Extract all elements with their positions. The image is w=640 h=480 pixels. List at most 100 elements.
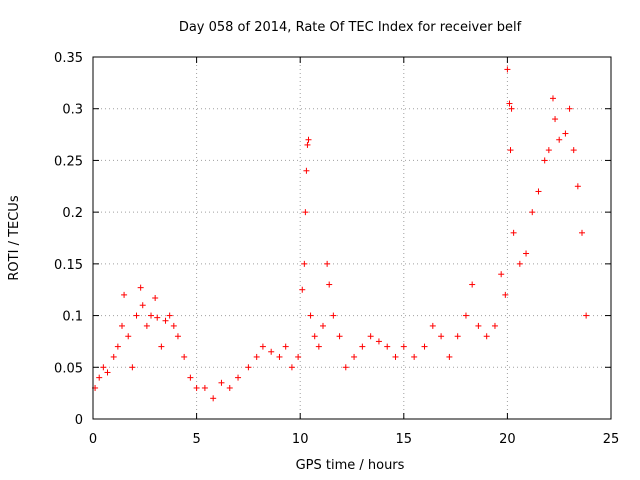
- data-point: [152, 294, 159, 301]
- data-point: [210, 395, 217, 402]
- data-point: [133, 312, 140, 319]
- data-point: [235, 374, 242, 381]
- data-point: [148, 312, 155, 319]
- x-tick-label: 15: [396, 432, 413, 447]
- data-point: [299, 286, 306, 293]
- grid-lines: [93, 57, 611, 419]
- chart-title: Day 058 of 2014, Rate Of TEC Index for r…: [179, 20, 522, 35]
- data-point: [506, 100, 513, 107]
- data-point: [315, 343, 322, 350]
- data-point: [96, 374, 103, 381]
- data-point: [301, 260, 308, 267]
- y-tick-label: 0.2: [62, 206, 83, 221]
- y-axis: 0 0.05 0.1 0.15 0.2 0.25 0.3 0.35: [54, 51, 611, 428]
- data-point: [552, 116, 559, 123]
- data-point: [562, 130, 569, 137]
- y-tick-label: 0.1: [62, 310, 83, 325]
- data-point: [400, 343, 407, 350]
- y-tick-label: 0.15: [54, 258, 83, 273]
- data-point: [114, 343, 121, 350]
- data-point: [549, 95, 556, 102]
- x-tick-label: 5: [192, 432, 200, 447]
- data-point: [330, 312, 337, 319]
- data-point: [510, 229, 517, 236]
- data-point: [119, 322, 126, 329]
- data-point: [483, 333, 490, 340]
- data-point: [336, 333, 343, 340]
- y-axis-label: ROTI / TECUs: [7, 195, 22, 280]
- x-tick-label: 20: [499, 432, 516, 447]
- data-point: [307, 312, 314, 319]
- data-point: [110, 353, 117, 360]
- data-point: [491, 322, 498, 329]
- data-point: [259, 343, 266, 350]
- data-point: [129, 364, 136, 371]
- x-tick-label: 25: [603, 432, 620, 447]
- data-point: [181, 353, 188, 360]
- data-point: [218, 379, 225, 386]
- data-point: [421, 343, 428, 350]
- data-point: [446, 353, 453, 360]
- data-point: [139, 302, 146, 309]
- data-point: [158, 343, 165, 350]
- data-point: [319, 322, 326, 329]
- data-point: [507, 147, 514, 154]
- data-point: [137, 284, 144, 291]
- x-tick-label: 0: [89, 432, 97, 447]
- data-point: [508, 105, 515, 112]
- x-axis-label: GPS time / hours: [296, 458, 405, 473]
- x-tick-label: 10: [292, 432, 309, 447]
- data-point: [523, 250, 530, 257]
- data-point: [438, 333, 445, 340]
- data-point: [245, 364, 252, 371]
- data-point: [288, 364, 295, 371]
- data-point: [475, 322, 482, 329]
- data-point: [324, 260, 331, 267]
- data-point: [566, 105, 573, 112]
- x-axis: 0 5 10 15 20 25: [89, 57, 619, 447]
- y-tick-label: 0.25: [54, 154, 83, 169]
- data-points: [92, 66, 590, 402]
- data-point: [302, 209, 309, 216]
- data-point: [529, 209, 536, 216]
- data-point: [504, 66, 511, 73]
- plot-border: [92, 56, 612, 420]
- data-point: [154, 314, 161, 321]
- data-point: [187, 374, 194, 381]
- data-point: [570, 147, 577, 154]
- data-point: [516, 260, 523, 267]
- y-tick-label: 0.35: [54, 51, 83, 66]
- data-point: [282, 343, 289, 350]
- y-tick-label: 0: [75, 413, 83, 428]
- data-point: [166, 312, 173, 319]
- data-point: [541, 157, 548, 164]
- data-point: [304, 141, 311, 148]
- data-point: [574, 183, 581, 190]
- data-point: [100, 364, 107, 371]
- data-point: [193, 384, 200, 391]
- data-point: [583, 312, 590, 319]
- data-point: [359, 343, 366, 350]
- data-point: [351, 353, 358, 360]
- y-tick-label: 0.05: [54, 361, 83, 376]
- data-point: [384, 343, 391, 350]
- data-point: [121, 291, 128, 298]
- data-point: [498, 271, 505, 278]
- data-point: [462, 312, 469, 319]
- data-point: [253, 353, 260, 360]
- data-point: [392, 353, 399, 360]
- data-point: [578, 229, 585, 236]
- data-point: [276, 353, 283, 360]
- data-point: [170, 322, 177, 329]
- data-point: [429, 322, 436, 329]
- data-point: [545, 147, 552, 154]
- data-point: [201, 384, 208, 391]
- data-point: [556, 136, 563, 143]
- data-point: [305, 136, 312, 143]
- data-point: [326, 281, 333, 288]
- y-tick-label: 0.3: [62, 103, 83, 118]
- data-point: [125, 333, 132, 340]
- data-point: [104, 369, 111, 376]
- data-point: [375, 338, 382, 345]
